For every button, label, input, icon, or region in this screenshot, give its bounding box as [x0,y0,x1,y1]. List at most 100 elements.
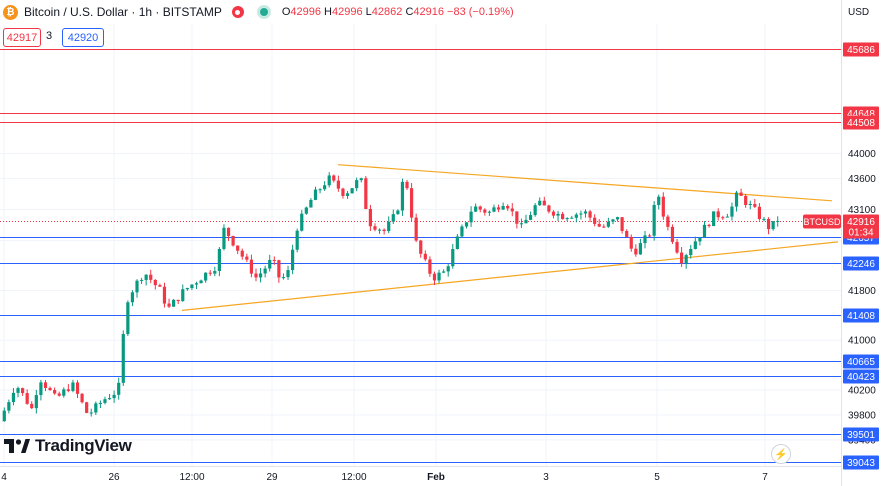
tradingview-logo[interactable]: TradingView [4,436,132,456]
candle-body [423,253,427,260]
candle-body [391,214,395,222]
candle-body [766,218,771,230]
level-label: 44648 [847,109,875,120]
candle-body [396,210,400,215]
candle-body [776,220,780,222]
candle-body [249,259,254,274]
candle-body [30,403,34,409]
candle-body [291,249,295,271]
candle-body [652,204,656,236]
level-badge [843,115,879,130]
candle-body [451,249,455,267]
symbol-badge [803,214,841,229]
candle-body [217,248,221,271]
candle-body [149,274,153,280]
candle-body [680,252,684,264]
candle-body [254,273,258,278]
candle-body [34,395,38,409]
candle-body [11,392,16,403]
alert-icon[interactable] [231,6,244,18]
candle-body [693,241,697,249]
lightning-icon[interactable]: ⚡ [771,444,791,464]
candle-body [721,217,725,219]
candle-body [757,206,762,220]
candle-body [405,181,409,189]
candle-body [437,272,441,281]
candle-body [309,199,313,208]
candle-body [172,299,176,307]
candle-body [606,221,610,227]
candle-body [318,189,322,191]
candle-body [377,229,382,231]
countdown-label: 01:34 [848,228,873,239]
level-label: 40665 [847,357,875,368]
chart-grid [0,24,841,466]
candle-body [368,208,373,227]
candle-body [213,270,217,274]
candle-body [409,188,414,218]
price-tick-label: 39800 [848,410,876,421]
candle-body [194,283,199,285]
candle-body [506,205,510,209]
candle-body [286,270,290,278]
candle-body [734,192,739,207]
level-badge [843,308,879,323]
candle-body [414,217,418,241]
level-label: 42246 [847,259,875,270]
candle-body [226,227,231,237]
candle-body [345,193,350,196]
candle-body [373,226,377,230]
candle-body [725,216,729,218]
candle-body [295,230,299,250]
bitcoin-icon[interactable]: ₿ [3,4,18,20]
candle-body [66,389,70,391]
candle-body [666,216,670,227]
sell-button[interactable]: 42917 [3,28,41,47]
candle-body [167,303,171,307]
candle-body [144,274,148,280]
candles [2,172,780,422]
candle-body [300,213,304,231]
candle-body [419,240,423,254]
level-badge [843,354,879,369]
level-label: 45686 [847,45,875,56]
time-tick-label: 12:00 [341,472,366,483]
candle-body [698,237,702,242]
candle-body [94,403,98,413]
candle-body [570,217,574,219]
price-tick-label: 43600 [848,174,876,185]
candle-body [464,222,469,227]
level-label: 39043 [847,458,875,469]
candle-body [272,259,276,261]
candle-body [542,200,546,206]
candle-body [634,248,638,255]
candle-body [478,206,482,210]
candle-body [625,231,629,237]
candle-body [181,289,185,302]
time-tick-label: 4 [1,472,7,483]
buy-button[interactable]: 42920 [62,28,104,47]
candle-body [236,245,240,251]
tradingview-logo-icon [4,439,30,453]
candle-body [647,235,652,237]
candle-body [551,211,556,216]
candle-body [670,226,675,242]
level-badge [843,42,879,57]
candle-body [382,229,386,232]
candle-body [496,207,501,210]
candle-body [117,382,121,395]
candle-body [442,271,446,273]
currency-label[interactable]: USD [848,7,870,18]
candle-body [501,205,505,210]
candle-body [400,181,405,211]
trendlines [181,164,839,311]
symbol-title[interactable]: Bitcoin / U.S. Dollar · 1h · BITSTAMP [24,5,222,19]
candle-body [730,206,734,217]
candle-body [103,399,107,403]
candle-body [153,279,157,286]
candle-body [43,382,48,388]
candle-body [533,205,537,216]
candle-body [510,208,514,212]
